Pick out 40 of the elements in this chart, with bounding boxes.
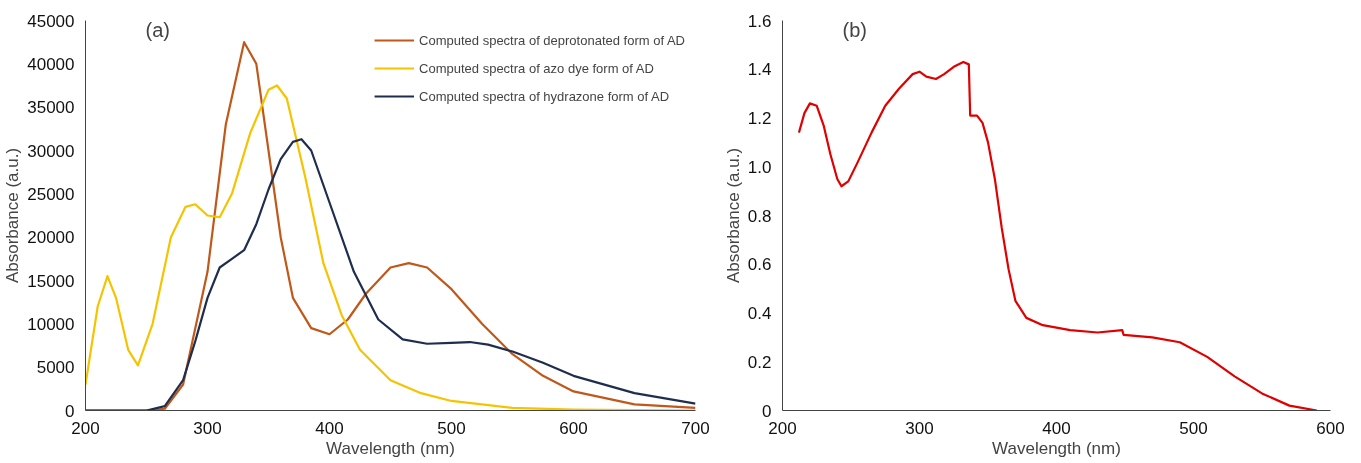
x-tick-label: 200 — [71, 418, 100, 438]
y-tick-label: 0.6 — [747, 255, 772, 275]
y-tick-label: 30000 — [27, 141, 75, 161]
y-tick-label: 10000 — [27, 314, 75, 334]
y-tick-label: 0.8 — [747, 206, 772, 226]
x-tick-label: 700 — [681, 418, 710, 438]
x-tick-label: 400 — [315, 418, 344, 438]
y-tick-label: 1.2 — [747, 109, 772, 128]
legend-label: Computed spectra of azo dye form of AD — [419, 60, 654, 76]
x-tick-label: 200 — [768, 418, 797, 438]
y-tick-label: 25000 — [27, 184, 75, 204]
x-axis-title: Wavelength (nm) — [992, 438, 1121, 458]
line-series — [797, 60, 1318, 411]
x-axis-title: Wavelength (nm) — [326, 438, 455, 458]
y-tick-label: 1.4 — [747, 60, 772, 80]
x-tick-label: 600 — [559, 418, 588, 438]
y-tick-label: 0 — [762, 401, 772, 421]
x-tick-label: 400 — [1042, 418, 1071, 438]
y-tick-label: 45000 — [27, 11, 75, 31]
y-axis-title: Absorbance (a.u.) — [723, 147, 743, 284]
x-tick-label: 500 — [1179, 418, 1208, 438]
y-axis-title: Absorbance (a.u.) — [3, 147, 23, 284]
y-tick-label: 20000 — [27, 228, 75, 248]
annotation: (b) — [842, 18, 867, 41]
x-tick-label: 300 — [193, 418, 222, 438]
legend-label: Computed spectra of deprotonated form of AD — [419, 32, 685, 48]
x-tick-label: 600 — [1316, 418, 1345, 438]
y-tick-label: 5000 — [36, 358, 75, 378]
y-tick-label: 0 — [65, 401, 75, 421]
x-tick-label: 300 — [905, 418, 934, 438]
y-tick-label: 0.2 — [747, 352, 772, 372]
y-tick-label: 40000 — [27, 54, 75, 74]
legend-label: Computed spectra of hydrazone form of AD — [419, 88, 670, 104]
y-tick-label: 1.0 — [747, 157, 772, 177]
y-tick-label: 0.4 — [747, 304, 772, 323]
y-tick-label: 15000 — [27, 271, 75, 291]
y-tick-label: 35000 — [27, 98, 75, 118]
annotation: (a) — [145, 18, 170, 41]
y-tick-label: 1.6 — [747, 11, 772, 31]
x-tick-label: 500 — [437, 418, 466, 438]
